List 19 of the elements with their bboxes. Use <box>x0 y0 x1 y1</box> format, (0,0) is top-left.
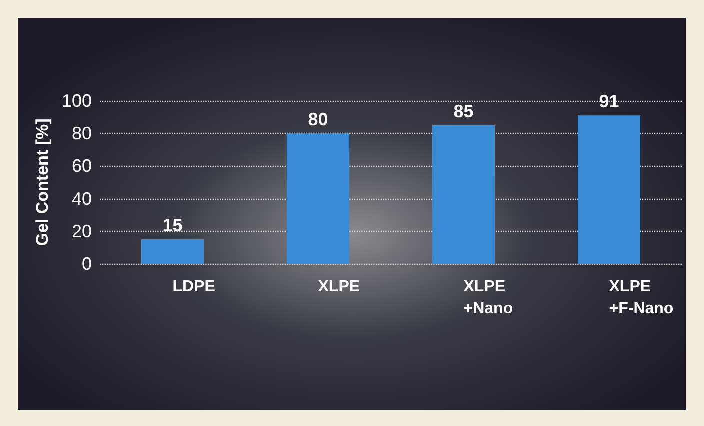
y-tick-label: 20 <box>72 221 92 242</box>
x-tick-label: LDPE <box>172 278 216 296</box>
y-tick-label: 0 <box>82 254 92 274</box>
x-tick-label: XLPE <box>318 278 360 296</box>
y-tick-label: 60 <box>72 156 92 176</box>
data-label: 15 <box>162 216 183 236</box>
x-tick-label: XLPE +Nano <box>464 278 514 318</box>
data-label: 91 <box>599 92 620 112</box>
data-label: 80 <box>308 110 328 130</box>
data-label: 85 <box>454 101 474 122</box>
y-tick-label: 80 <box>72 124 92 144</box>
y-tick-label: 100 <box>62 91 92 111</box>
y-axis-title: Gel Content [%] <box>33 118 52 246</box>
bar <box>432 125 496 264</box>
bar <box>286 134 350 264</box>
bar <box>141 240 204 264</box>
bar <box>578 116 641 264</box>
y-tick-label: 40 <box>72 188 92 209</box>
x-tick-label: XLPE +F-Nano <box>609 278 674 318</box>
